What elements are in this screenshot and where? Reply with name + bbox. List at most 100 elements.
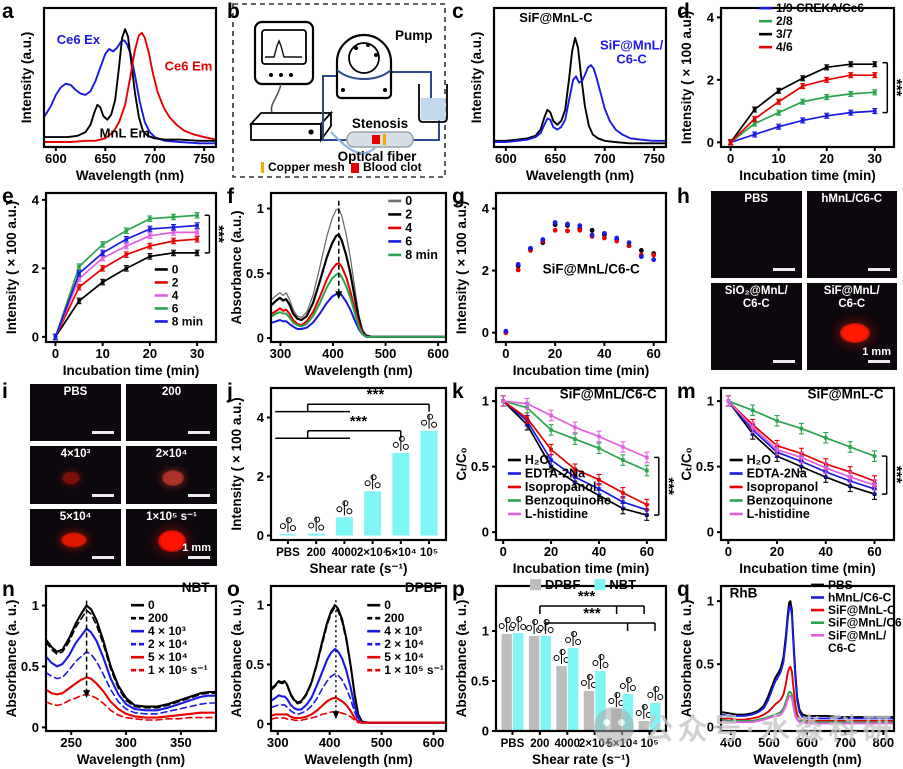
legend-label: 4 <box>172 288 179 302</box>
marker <box>124 244 129 248</box>
arrow-head <box>335 291 343 300</box>
legend-label: H₂O <box>525 453 550 467</box>
scatter-point <box>638 254 644 260</box>
pump-screw <box>341 88 345 92</box>
y-tick-label: 0 <box>32 329 39 344</box>
panel-letter-a: a <box>2 0 14 23</box>
x-tick-label: 40 <box>592 544 606 559</box>
marker <box>823 435 828 440</box>
marker <box>195 237 199 242</box>
pump-rotor <box>348 42 380 74</box>
data-dot <box>571 631 578 637</box>
chart-svg: 0 20 40 60 0 0.5 1 Incubation time (min) Cₜ/C₀ H₂… <box>679 387 903 576</box>
data-dot <box>614 692 621 698</box>
rotor-dot <box>366 43 370 47</box>
marker <box>752 132 757 137</box>
marker <box>776 88 781 93</box>
y-tick-label: 0 <box>257 331 264 346</box>
panel-letter-k: k <box>452 380 464 403</box>
x-tick-label: 300 <box>115 735 137 750</box>
marker <box>621 491 625 495</box>
data-dot <box>647 692 654 698</box>
scatter-point <box>614 235 620 241</box>
x-axis-label: Incubation time (min) <box>513 561 650 576</box>
panel-letter-j: j <box>227 380 233 403</box>
optical-fiber-label: Optical fiber <box>338 149 418 164</box>
marker <box>800 84 805 88</box>
scale-bar <box>188 431 210 435</box>
chart-g: 0 20 40 60 0 2 4 Incubation time (min) Intensity… <box>450 185 675 380</box>
bar <box>420 430 438 536</box>
series-line <box>729 110 876 144</box>
x-axis-label: Incubation time (min) <box>63 363 200 378</box>
x-tick-label: 10 <box>771 151 785 166</box>
legend-label: NBT <box>609 578 636 592</box>
marker <box>799 455 804 460</box>
marker <box>776 99 781 104</box>
data-dot <box>392 441 399 448</box>
panel-k: k 0 20 40 60 0 0.5 1 Incubation time (min) Cₜ/C₀… <box>450 380 677 578</box>
y-axis-label: Absorbance (a. u.) <box>229 600 244 718</box>
data-dot <box>336 506 343 513</box>
scale-bar <box>868 268 890 271</box>
scatter-point <box>577 227 583 233</box>
monitor-dot <box>289 73 293 77</box>
marker <box>171 239 176 243</box>
chart-annotation: RhB <box>730 586 758 601</box>
series-line <box>45 609 217 709</box>
plot-frame <box>494 191 668 344</box>
data-dot <box>657 694 664 700</box>
bar <box>279 534 297 536</box>
legend-label: hMnL/C6-C <box>828 591 892 605</box>
arrow-head <box>332 711 340 720</box>
tile-label: PBS <box>744 193 769 205</box>
x-tick-label: 2×10⁴ <box>357 547 389 559</box>
marker <box>597 434 601 439</box>
data-dot <box>635 710 642 716</box>
marker <box>597 446 601 451</box>
tile-label: SiO₂@MnL/ C6-C <box>724 285 788 310</box>
marker <box>195 213 199 218</box>
sig-stars: *** <box>210 225 225 243</box>
chart-annotation: MnL Em <box>100 125 150 140</box>
marker <box>148 254 152 259</box>
y-axis-label: Absorbance (a. u.) <box>454 600 469 718</box>
tile-label: 1×10⁵ s⁻¹ <box>146 510 197 523</box>
panel-f: f 300 400 500 600 0 0.5 1 Wavelength (nm) Absorb… <box>225 185 455 380</box>
y-tick-label: 0 <box>482 724 489 739</box>
image-tile: 4×10³ <box>30 446 121 504</box>
marker <box>53 335 58 339</box>
marker <box>100 266 105 271</box>
x-axis-label: Shear rate (s⁻¹) <box>532 752 630 767</box>
x-tick-label: 600 <box>495 151 517 166</box>
x-tick-label: 650 <box>544 151 566 166</box>
legend-label: 0 <box>405 194 412 208</box>
chart-p: PBS 200 4000 2×10⁴ 5×10⁴ 10⁵ 0 0.5 1 Shear rate (… <box>450 577 675 769</box>
detector-top <box>248 112 334 125</box>
x-tick-label: 200 <box>307 547 326 559</box>
chart-svg: 0 20 40 60 0 2 4 Incubation time (min) Intensity… <box>454 191 668 378</box>
legend-label: 8 min <box>405 248 438 262</box>
data-dot <box>641 704 648 710</box>
marker <box>100 251 105 255</box>
marker <box>597 493 601 498</box>
marker <box>171 215 176 219</box>
rotor-dot <box>354 46 358 50</box>
marker <box>775 447 779 452</box>
panel-j: j PBS 200 4000 2×10⁴ 5×10⁴ 10⁵ 0 2 4 Shear rate (… <box>225 380 455 578</box>
x-tick-label: 700 <box>834 735 856 750</box>
legend-label: DPBF <box>545 578 580 592</box>
y-tick-label: 0.5 <box>696 459 714 474</box>
y-axis-label: Intensity (a.u.) <box>469 32 484 124</box>
panel-letter-g: g <box>452 185 465 208</box>
data-dot <box>580 680 587 686</box>
marker <box>872 90 877 95</box>
series-line <box>45 651 217 715</box>
legend-label: Isopropanol <box>747 480 819 494</box>
chart-o: 300 400 500 600 0 0.5 1 Wavelength (nm) Absorban… <box>225 578 455 769</box>
image-grid: PBS hMnL/C6-C SiO₂@MnL/ C6-C SiF@MnL/ C6-C 1… <box>711 191 897 370</box>
chart-m: 0 20 40 60 0 0.5 1 Incubation time (min) Cₜ/C₀ H₂… <box>675 380 903 578</box>
x-tick-label: 20 <box>143 346 157 361</box>
panel-h: h PBS hMnL/C6-C SiO₂@MnL/ C6-C SiF@MnL/ C6-… <box>675 185 903 380</box>
blood-clot-label: Blood clot <box>363 160 422 174</box>
